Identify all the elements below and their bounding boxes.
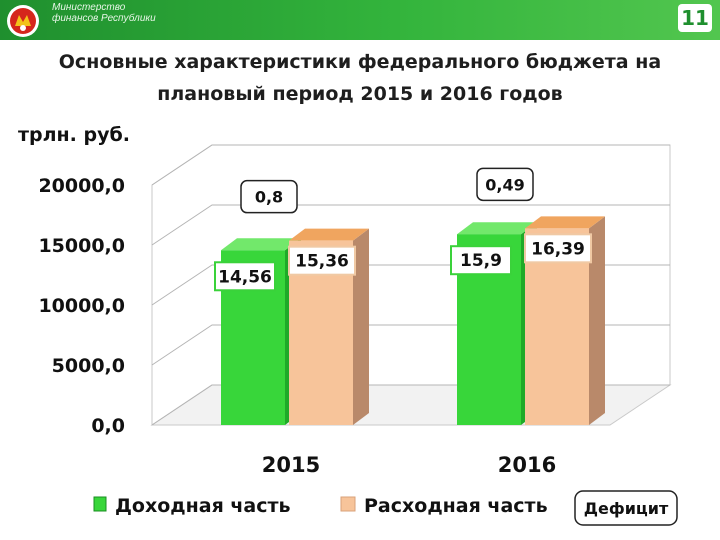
- page-title-line-2: плановый период 2015 и 2016 годов: [157, 83, 563, 105]
- data-label-box: [288, 245, 356, 276]
- bar-side: [589, 216, 605, 425]
- legend-label-expense: Расходная часть: [364, 495, 548, 517]
- y-tick-label: 10000,0: [38, 295, 125, 317]
- y-tick-label: 5000,0: [52, 355, 125, 377]
- x-category-label: 2016: [498, 453, 556, 477]
- ministry-name: Министерство финансов Республики: [52, 2, 156, 24]
- header-bar: Министерство финансов Республики 11: [0, 0, 720, 40]
- y-tick-label: 15000,0: [38, 235, 125, 257]
- bar-top: [221, 238, 301, 251]
- bar-side: [353, 228, 369, 425]
- slide-number: 11: [678, 4, 712, 32]
- gridline: [151, 204, 670, 246]
- data-label-box: [450, 245, 512, 276]
- data-label-box: [214, 261, 276, 292]
- legend-label-income: Доходная часть: [115, 495, 291, 517]
- legend-label-deficit: Дефицит: [584, 499, 669, 518]
- page-title-line-1: Основные характеристики федерального бюд…: [58, 51, 662, 73]
- data-label-box: [524, 233, 592, 264]
- x-category-label: 2015: [262, 453, 320, 477]
- data-label: 14,56: [218, 267, 272, 287]
- data-label: 15,36: [295, 252, 349, 272]
- deficit-callout-box: [476, 167, 534, 202]
- bar-top: [525, 216, 605, 229]
- bar-top: [457, 222, 537, 235]
- y-tick-label: 20000,0: [38, 175, 125, 197]
- tatarstan-emblem-icon: [7, 5, 39, 37]
- legend-swatch-income: [93, 496, 107, 512]
- bar-top: [289, 228, 369, 241]
- gridline: [151, 144, 670, 186]
- data-label: 15,9: [460, 251, 502, 271]
- y-tick-label: 0,0: [91, 415, 125, 437]
- data-label: 16,39: [531, 239, 585, 259]
- deficit-callout-box: [240, 179, 298, 214]
- legend-deficit-box: [574, 490, 678, 526]
- page-title: Основные характеристики федерального бюд…: [0, 46, 720, 110]
- deficit-label: 0,49: [485, 175, 524, 194]
- deficit-label: 0,8: [255, 188, 283, 207]
- legend-swatch-expense: [340, 496, 356, 512]
- y-axis-unit-label: трлн. руб.: [18, 124, 130, 146]
